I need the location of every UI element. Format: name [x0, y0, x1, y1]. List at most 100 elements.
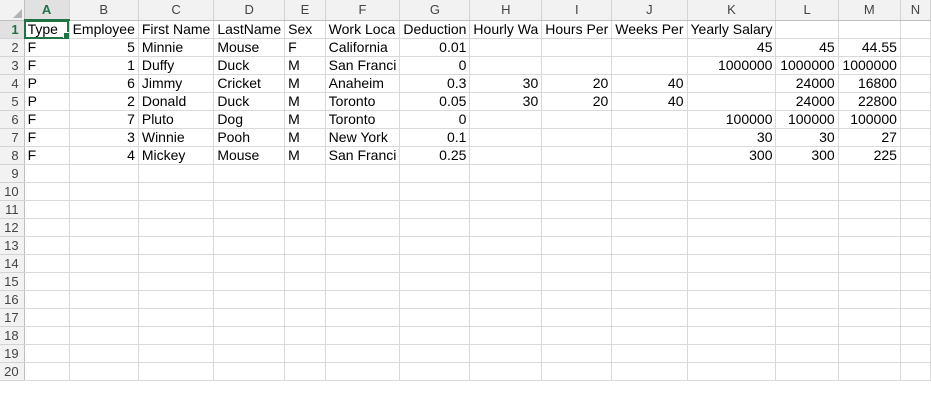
cell-e5[interactable]: M [284, 92, 326, 111]
cell-m18[interactable] [838, 326, 901, 345]
cell-k13[interactable] [687, 236, 777, 255]
cell-i9[interactable] [541, 164, 613, 183]
cell-m12[interactable] [838, 218, 901, 237]
cell-e16[interactable] [284, 290, 326, 309]
cell-n18[interactable] [900, 326, 931, 345]
cell-n19[interactable] [900, 344, 931, 363]
cell-j14[interactable] [611, 254, 688, 273]
cell-l14[interactable] [775, 254, 839, 273]
cell-i16[interactable] [541, 290, 613, 309]
cell-k8[interactable]: 300 [687, 146, 777, 165]
cell-c5[interactable]: Donald [138, 92, 215, 111]
cell-n9[interactable] [900, 164, 931, 183]
column-header-n[interactable]: N [900, 0, 931, 21]
row-header-4[interactable]: 4 [0, 74, 25, 93]
cell-h5[interactable]: 30 [469, 92, 543, 111]
cell-b17[interactable] [69, 308, 139, 327]
cell-c12[interactable] [138, 218, 215, 237]
column-header-k[interactable]: K [687, 0, 777, 21]
cell-e13[interactable] [284, 236, 326, 255]
cell-m20[interactable] [838, 362, 901, 381]
cell-g20[interactable] [399, 362, 471, 381]
cell-c20[interactable] [138, 362, 215, 381]
cell-g3[interactable]: 0 [399, 56, 471, 75]
column-header-d[interactable]: D [213, 0, 286, 21]
cell-m9[interactable] [838, 164, 901, 183]
fill-handle[interactable] [62, 32, 69, 38]
cell-i13[interactable] [541, 236, 613, 255]
cell-j16[interactable] [611, 290, 688, 309]
cell-j4[interactable]: 40 [611, 74, 688, 93]
cell-f18[interactable] [325, 326, 401, 345]
cell-m15[interactable] [838, 272, 901, 291]
cell-f10[interactable] [325, 182, 401, 201]
cell-n8[interactable] [900, 146, 931, 165]
column-header-h[interactable]: H [469, 0, 543, 21]
cell-m19[interactable] [838, 344, 901, 363]
cell-c14[interactable] [138, 254, 215, 273]
cell-d19[interactable] [213, 344, 286, 363]
cell-m1[interactable] [838, 20, 901, 39]
cell-i8[interactable] [541, 146, 613, 165]
cell-f11[interactable] [325, 200, 401, 219]
cell-b15[interactable] [69, 272, 139, 291]
cell-c3[interactable]: Duffy [138, 56, 215, 75]
cell-g12[interactable] [399, 218, 471, 237]
cell-m17[interactable] [838, 308, 901, 327]
column-header-j[interactable]: J [611, 0, 688, 21]
cell-f19[interactable] [325, 344, 401, 363]
select-all-corner[interactable] [0, 0, 25, 21]
cell-m4[interactable]: 16800 [838, 74, 901, 93]
cell-g17[interactable] [399, 308, 471, 327]
cell-n6[interactable] [900, 110, 931, 129]
cell-l9[interactable] [775, 164, 839, 183]
cell-d1[interactable]: LastName [213, 20, 286, 39]
cell-m6[interactable]: 100000 [838, 110, 901, 129]
cell-n4[interactable] [900, 74, 931, 93]
cell-h3[interactable] [469, 56, 543, 75]
cell-h18[interactable] [469, 326, 543, 345]
cell-h7[interactable] [469, 128, 543, 147]
cell-i15[interactable] [541, 272, 613, 291]
cell-k10[interactable] [687, 182, 777, 201]
cell-l18[interactable] [775, 326, 839, 345]
cell-e20[interactable] [284, 362, 326, 381]
cell-n16[interactable] [900, 290, 931, 309]
row-header-18[interactable]: 18 [0, 326, 25, 345]
cell-n5[interactable] [900, 92, 931, 111]
cell-k14[interactable] [687, 254, 777, 273]
row-header-17[interactable]: 17 [0, 308, 25, 327]
column-header-e[interactable]: E [284, 0, 326, 21]
cell-f12[interactable] [325, 218, 401, 237]
cell-j8[interactable] [611, 146, 688, 165]
cell-e7[interactable]: M [284, 128, 326, 147]
cell-k2[interactable]: 45 [687, 38, 777, 57]
cell-l17[interactable] [775, 308, 839, 327]
cell-l15[interactable] [775, 272, 839, 291]
cell-h11[interactable] [469, 200, 543, 219]
cell-k5[interactable] [687, 92, 777, 111]
cell-k9[interactable] [687, 164, 777, 183]
cell-d6[interactable]: Dog [213, 110, 286, 129]
cell-l20[interactable] [775, 362, 839, 381]
cell-c9[interactable] [138, 164, 215, 183]
cell-n1[interactable] [900, 20, 931, 39]
cell-f8[interactable]: San Franci [325, 146, 401, 165]
cell-j7[interactable] [611, 128, 688, 147]
cell-m16[interactable] [838, 290, 901, 309]
cell-a14[interactable] [24, 254, 70, 273]
cell-b14[interactable] [69, 254, 139, 273]
cell-e8[interactable]: M [284, 146, 326, 165]
cell-g4[interactable]: 0.3 [399, 74, 471, 93]
cell-d13[interactable] [213, 236, 286, 255]
cell-d20[interactable] [213, 362, 286, 381]
cell-n7[interactable] [900, 128, 931, 147]
cell-n12[interactable] [900, 218, 931, 237]
cell-c10[interactable] [138, 182, 215, 201]
cell-g11[interactable] [399, 200, 471, 219]
cell-j19[interactable] [611, 344, 688, 363]
row-header-10[interactable]: 10 [0, 182, 25, 201]
cell-n10[interactable] [900, 182, 931, 201]
column-header-g[interactable]: G [399, 0, 471, 21]
column-header-b[interactable]: B [69, 0, 139, 21]
